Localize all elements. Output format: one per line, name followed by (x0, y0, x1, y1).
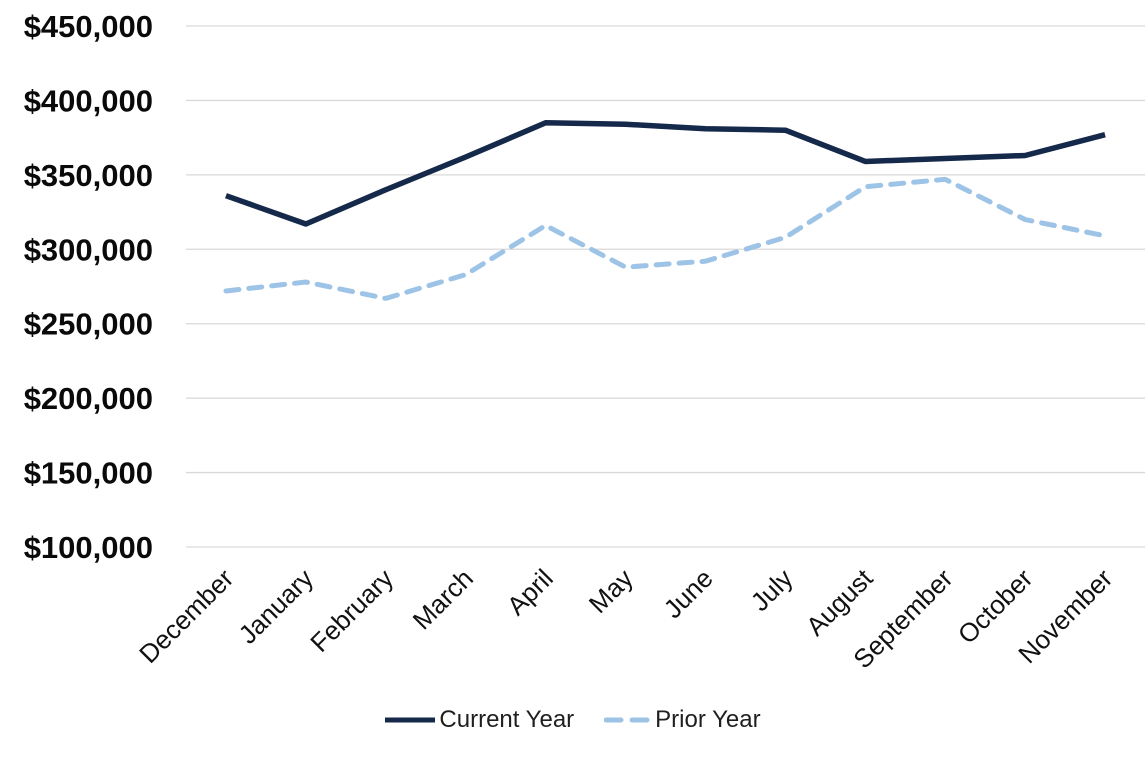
x-axis-label: June (658, 563, 719, 624)
x-axis-label: July (745, 563, 799, 617)
legend-item-prior-year: Prior Year (604, 706, 761, 734)
prior-year-line (223, 176, 1108, 301)
y-axis-tick-label: $150,000 (24, 456, 153, 491)
x-axis-label: February (304, 563, 399, 658)
legend-label-current-year: Current Year (439, 706, 575, 733)
series-group (223, 120, 1108, 301)
y-axis-tick-label: $400,000 (24, 83, 153, 118)
y-axis-tick-label: $100,000 (24, 530, 153, 565)
y-axis-tick-label: $250,000 (24, 307, 153, 342)
current-year-line (225, 120, 1106, 227)
y-axis-tick-label: $350,000 (24, 158, 153, 193)
x-axis-label: May (583, 563, 639, 619)
gridlines-group (186, 25, 1145, 548)
x-axis-label: August (800, 562, 879, 641)
prior-year-dashed-line-swatch (604, 717, 653, 723)
current-year-solid-line-swatch (385, 717, 436, 723)
chart-plot-area: $450,000 $400,000 $350,000 $300,000 $250,000… (24, 9, 1145, 674)
x-axis-label: December (133, 563, 239, 669)
y-axis-tick-label: $200,000 (24, 381, 153, 416)
x-axis-label: April (501, 563, 559, 621)
chart-legend: Current Year Prior Year (0, 706, 1145, 734)
y-axis-tick-labels-group: $450,000 $400,000 $350,000 $300,000 $250,000… (24, 9, 153, 565)
y-axis-tick-label: $300,000 (24, 232, 153, 267)
x-axis-label: March (407, 563, 479, 635)
legend-label-prior-year: Prior Year (655, 706, 761, 733)
y-axis-tick-label: $450,000 (24, 9, 153, 44)
legend-item-current-year: Current Year (384, 706, 574, 734)
